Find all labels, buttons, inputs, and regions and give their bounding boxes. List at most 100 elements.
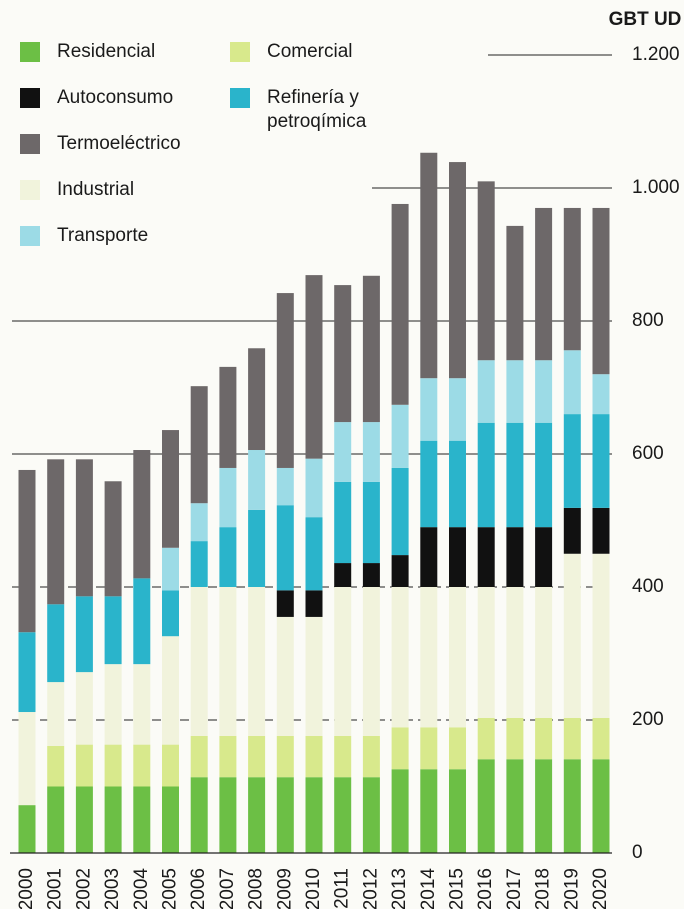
bar-segment <box>18 805 36 853</box>
bar-segment <box>305 517 323 591</box>
bar-segment <box>563 507 581 554</box>
bar-segment <box>305 275 323 459</box>
bar-segment <box>391 769 409 853</box>
bar-segment <box>190 777 208 853</box>
bar-segment <box>477 587 495 719</box>
bar-segment <box>248 509 266 587</box>
bar-segment <box>563 350 581 415</box>
x-tick-label: 2006 <box>188 868 209 909</box>
bar-segment <box>133 744 151 787</box>
bar-segment <box>334 587 352 736</box>
bar-segment <box>305 590 323 617</box>
bar-segment <box>420 378 438 441</box>
bar-segment <box>477 422 495 528</box>
x-tick-label: 2018 <box>533 868 554 909</box>
y-tick-label: 800 <box>632 310 664 331</box>
bar-segment <box>276 735 294 778</box>
y-tick-label: 200 <box>632 709 664 730</box>
bar-segment <box>477 360 495 423</box>
bar-segment <box>477 718 495 760</box>
legend-swatch <box>230 42 250 62</box>
bar-segment <box>162 786 179 853</box>
legend-label: Termoeléctrico <box>57 133 181 154</box>
bar-segment <box>477 759 495 853</box>
bar-segment <box>362 422 380 482</box>
x-tick-label: 2014 <box>418 868 439 909</box>
bar-segment <box>248 348 266 451</box>
bar-segment <box>190 503 208 542</box>
x-tick-label: 2004 <box>131 868 152 909</box>
bar-segment <box>75 459 93 597</box>
bar-segment <box>334 422 352 482</box>
legend-swatch <box>20 180 40 200</box>
bar-segment <box>219 735 237 778</box>
x-tick-label: 2001 <box>45 868 66 909</box>
bar-segment <box>506 587 524 719</box>
bar-segment <box>506 225 524 361</box>
y-tick-label: 1.000 <box>632 177 680 198</box>
bar-segment <box>477 181 495 361</box>
bar-segment <box>104 481 122 597</box>
bar-segment <box>420 152 438 379</box>
bar-segment <box>506 718 524 760</box>
x-tick-label: 2009 <box>274 868 295 909</box>
bar-segment <box>506 759 524 853</box>
bar-segment <box>219 527 237 587</box>
bar-segment <box>162 590 179 637</box>
x-tick-label: 2010 <box>303 868 324 909</box>
bar-segment <box>563 718 581 760</box>
bar-segment <box>334 481 352 564</box>
x-tick-label: 2003 <box>102 868 123 909</box>
legend-swatch <box>20 88 40 108</box>
bar-segment <box>420 527 438 587</box>
bar-segment <box>535 527 553 587</box>
bar-segment <box>47 459 65 605</box>
bar-segment <box>133 578 151 665</box>
bar-segment <box>506 360 524 423</box>
bar-segment <box>362 563 380 587</box>
bar-segment <box>391 555 409 587</box>
bar-segment <box>506 422 524 528</box>
bar-segment <box>420 587 438 728</box>
bar-segment <box>391 467 409 556</box>
bar-segment <box>219 777 237 853</box>
bar-segment <box>592 718 610 760</box>
bar-segment <box>276 467 294 506</box>
bar-segment <box>276 777 294 853</box>
x-tick-label: 2012 <box>360 868 381 909</box>
bar-segment <box>592 207 610 375</box>
bar-segment <box>592 759 610 853</box>
bar-segment <box>362 735 380 778</box>
bar-segment <box>104 596 122 665</box>
bar-segment <box>219 467 237 528</box>
legend-label: Comercial <box>267 41 353 62</box>
bar-segment <box>219 366 237 468</box>
x-tick-label: 2007 <box>217 868 238 909</box>
bar-segment <box>391 587 409 728</box>
bar-segment <box>563 414 581 508</box>
bar-segment <box>18 632 36 713</box>
bar-segment <box>592 374 610 415</box>
bar-segment <box>592 553 610 719</box>
bar-segment <box>362 481 380 564</box>
y-tick-label: 400 <box>632 576 664 597</box>
bar-segment <box>276 616 294 736</box>
bar-segment <box>18 469 36 633</box>
bar-segment <box>535 422 553 528</box>
bar-segment <box>391 404 409 468</box>
bar-segment <box>248 735 266 778</box>
bar-segment <box>420 769 438 853</box>
bar-segment <box>420 440 438 528</box>
x-tick-label: 2002 <box>73 868 94 909</box>
bar-segment <box>276 505 294 591</box>
x-tick-label: 2017 <box>504 868 525 909</box>
x-tick-label: 2020 <box>590 868 611 909</box>
bar-segment <box>305 458 323 518</box>
bar-segment <box>334 285 352 423</box>
bar-segment <box>449 769 466 853</box>
x-tick-label: 2011 <box>332 868 353 909</box>
bar-segment <box>334 563 352 587</box>
bar-segment <box>162 636 179 745</box>
axis-unit: GBT UD <box>609 9 682 30</box>
bar-segment <box>563 759 581 853</box>
